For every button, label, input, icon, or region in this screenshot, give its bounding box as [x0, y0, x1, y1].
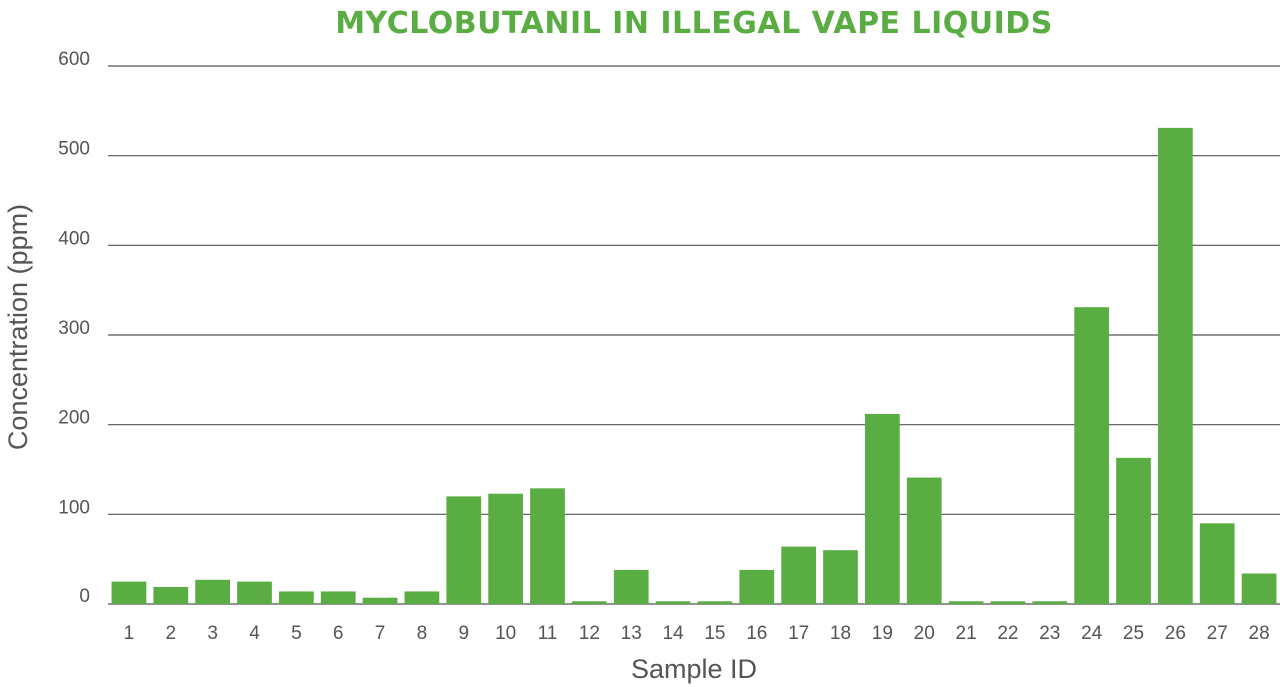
x-tick-label: 3 — [207, 623, 218, 644]
bar-sample-23 — [1032, 601, 1068, 604]
bar-sample-16 — [739, 569, 775, 604]
bar-sample-12 — [571, 601, 607, 604]
x-axis-ticks: 1 2 3 4 5 6 7 8 9 10 11 12 13 14 15 16 17 18 19 20 21 22 23 24 2… — [124, 623, 1270, 644]
y-axis-ticks: 0 100 200 300 400 500 600 — [58, 49, 90, 607]
bar-sample-2 — [153, 586, 189, 604]
bar-sample-13 — [613, 569, 649, 604]
y-axis-label: Concentration (ppm) — [3, 204, 33, 450]
bar-sample-26 — [1157, 127, 1193, 605]
bar-sample-20 — [906, 477, 942, 604]
x-tick-label: 8 — [417, 623, 428, 644]
bar-sample-22 — [990, 601, 1026, 604]
bar-sample-3 — [195, 579, 231, 604]
chart-title: MYCLOBUTANIL IN ILLEGAL VAPE LIQUIDS — [335, 6, 1053, 41]
x-tick-label: 13 — [621, 623, 642, 644]
bar-sample-11 — [530, 488, 565, 604]
bar-sample-21 — [948, 601, 984, 604]
x-tick-label: 4 — [249, 623, 260, 644]
bar-sample-19 — [864, 413, 900, 604]
bar-sample-7 — [362, 597, 398, 604]
y-tick-label: 400 — [58, 228, 90, 249]
bar-sample-18 — [823, 550, 858, 604]
x-tick-label: 22 — [997, 623, 1018, 644]
x-tick-label: 17 — [788, 623, 809, 644]
x-tick-label: 18 — [830, 623, 851, 644]
x-tick-label: 12 — [579, 623, 600, 644]
bar-sample-27 — [1199, 523, 1235, 604]
bar-sample-25 — [1116, 457, 1151, 604]
x-tick-label: 10 — [495, 623, 516, 644]
x-tick-label: 21 — [956, 623, 977, 644]
y-tick-label: 300 — [58, 318, 90, 339]
x-tick-label: 26 — [1165, 623, 1186, 644]
y-tick-label: 600 — [58, 49, 90, 70]
x-tick-label: 1 — [124, 623, 135, 644]
bar-sample-14 — [655, 601, 691, 604]
x-tick-label: 16 — [746, 623, 767, 644]
bar-sample-1 — [111, 581, 147, 604]
bar-sample-28 — [1241, 573, 1277, 604]
x-axis-label: Sample ID — [631, 654, 757, 684]
y-tick-label: 0 — [79, 586, 90, 607]
x-tick-label: 23 — [1039, 623, 1060, 644]
x-tick-label: 15 — [704, 623, 725, 644]
bar-sample-15 — [697, 601, 733, 604]
bar-sample-17 — [781, 546, 817, 604]
bar-sample-5 — [278, 591, 314, 604]
x-tick-label: 7 — [375, 623, 386, 644]
x-tick-label: 2 — [165, 623, 176, 644]
gridlines — [108, 65, 1280, 605]
x-tick-label: 9 — [458, 623, 469, 644]
x-tick-label: 11 — [538, 623, 558, 644]
x-tick-label: 24 — [1081, 623, 1103, 644]
y-tick-label: 200 — [58, 408, 90, 429]
x-tick-label: 25 — [1123, 623, 1144, 644]
bar-sample-6 — [320, 591, 356, 604]
x-tick-label: 27 — [1207, 623, 1228, 644]
bar-sample-10 — [488, 493, 524, 604]
x-tick-label: 6 — [333, 623, 344, 644]
x-tick-label: 5 — [291, 623, 302, 644]
bars — [111, 127, 1277, 605]
y-tick-label: 100 — [58, 497, 90, 518]
x-tick-label: 28 — [1249, 623, 1270, 644]
bar-sample-24 — [1074, 307, 1110, 604]
y-tick-label: 500 — [58, 139, 90, 160]
x-tick-label: 14 — [663, 623, 685, 644]
bar-sample-9 — [446, 496, 482, 604]
x-tick-label: 20 — [914, 623, 935, 644]
bar-sample-8 — [404, 591, 440, 604]
bar-sample-4 — [237, 581, 272, 604]
x-tick-label: 19 — [872, 623, 893, 644]
